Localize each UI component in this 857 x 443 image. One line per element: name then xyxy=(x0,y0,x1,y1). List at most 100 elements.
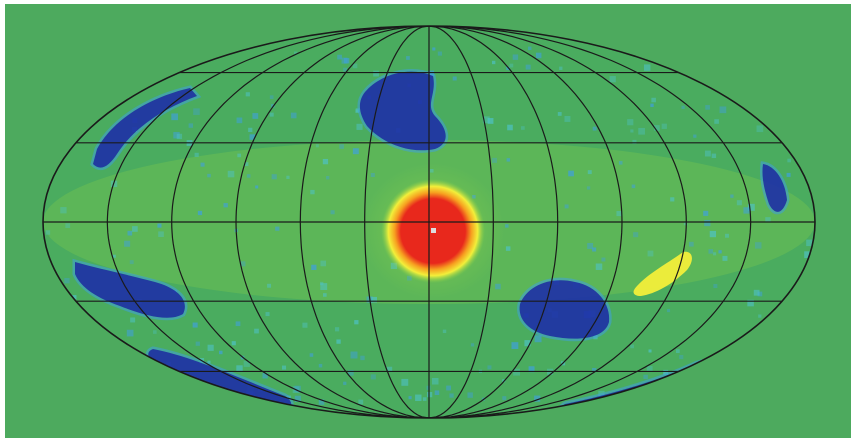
speckle xyxy=(675,349,680,354)
speckle xyxy=(765,217,771,223)
speckle xyxy=(227,170,235,178)
graticule xyxy=(43,26,815,418)
speckle xyxy=(371,296,377,303)
speckle xyxy=(248,127,253,132)
speckle xyxy=(173,132,180,139)
speckle xyxy=(130,317,136,323)
speckle xyxy=(252,113,259,119)
speckle xyxy=(663,369,669,375)
speckle xyxy=(743,207,750,214)
speckle xyxy=(806,239,813,247)
speckle xyxy=(127,230,133,236)
speckle xyxy=(495,283,501,290)
speckle xyxy=(434,390,440,395)
speckle xyxy=(269,112,274,117)
speckle xyxy=(350,351,358,359)
speckle xyxy=(235,321,241,327)
map-outline xyxy=(42,25,816,419)
speckle xyxy=(309,353,314,357)
western-blue-arc-south xyxy=(72,258,188,321)
speckle xyxy=(747,203,755,211)
speckle xyxy=(804,251,812,259)
speckle xyxy=(528,46,532,51)
speckle xyxy=(534,395,541,402)
speckle xyxy=(236,365,243,372)
speckle xyxy=(236,117,243,124)
speckle xyxy=(670,197,675,202)
speckle xyxy=(446,385,452,391)
speckle xyxy=(286,175,290,179)
speckle xyxy=(265,312,270,317)
speckle xyxy=(512,54,519,60)
sky-map xyxy=(5,4,851,438)
speckle xyxy=(633,232,639,238)
speckle xyxy=(470,343,475,347)
speckle xyxy=(267,283,272,288)
speckle xyxy=(467,392,473,398)
speckle xyxy=(506,158,511,162)
speckle xyxy=(406,56,410,60)
speckle xyxy=(661,123,667,129)
east-blue-patch xyxy=(517,277,612,342)
speckle xyxy=(704,219,711,227)
region-shape xyxy=(633,251,692,296)
speckle xyxy=(326,176,330,180)
speckle xyxy=(193,108,200,115)
speckle xyxy=(60,207,67,214)
speckle xyxy=(323,293,327,297)
speckle xyxy=(564,204,569,209)
speckle xyxy=(294,385,301,393)
speckle xyxy=(157,223,162,228)
speckle xyxy=(718,250,722,254)
speckle xyxy=(487,118,494,124)
region-shape xyxy=(517,277,612,342)
speckle xyxy=(336,339,341,344)
speckle xyxy=(667,309,671,313)
speckle xyxy=(343,67,347,72)
speckle xyxy=(703,210,709,216)
speckle xyxy=(595,263,603,270)
speckle xyxy=(650,103,654,107)
yellow-streak xyxy=(633,251,692,296)
speckle xyxy=(651,97,656,103)
speckle xyxy=(714,119,719,124)
speckle xyxy=(431,377,439,385)
speckle xyxy=(683,221,688,226)
speckle xyxy=(711,153,717,159)
speckle xyxy=(757,291,763,297)
speckle xyxy=(207,360,211,364)
speckle xyxy=(112,254,116,258)
speckle xyxy=(632,139,637,144)
speckle xyxy=(207,344,214,351)
speckle xyxy=(315,144,319,148)
speckle xyxy=(311,264,317,271)
speckle xyxy=(64,278,70,284)
speckle xyxy=(705,105,710,110)
speckle xyxy=(360,355,365,361)
speckle xyxy=(535,52,542,59)
speckle xyxy=(294,395,301,402)
speckle xyxy=(200,162,205,167)
speckle xyxy=(408,396,412,400)
speckle xyxy=(262,373,268,379)
speckle xyxy=(528,366,535,373)
speckle xyxy=(245,92,250,97)
speckle xyxy=(330,210,335,215)
speckle xyxy=(719,106,727,114)
speckle xyxy=(432,47,436,51)
speckle xyxy=(341,57,348,64)
speckle xyxy=(704,150,711,157)
speckle xyxy=(592,247,597,252)
speckle xyxy=(358,399,364,405)
speckle xyxy=(756,125,764,133)
speckle xyxy=(643,64,651,71)
speckle xyxy=(491,60,496,65)
speckle xyxy=(502,396,507,401)
speckle xyxy=(339,144,344,149)
speckle xyxy=(730,194,734,198)
speckle xyxy=(557,112,562,116)
speckle xyxy=(320,283,328,291)
speckle xyxy=(646,365,653,372)
speckle xyxy=(449,393,454,398)
speckle xyxy=(355,109,360,113)
